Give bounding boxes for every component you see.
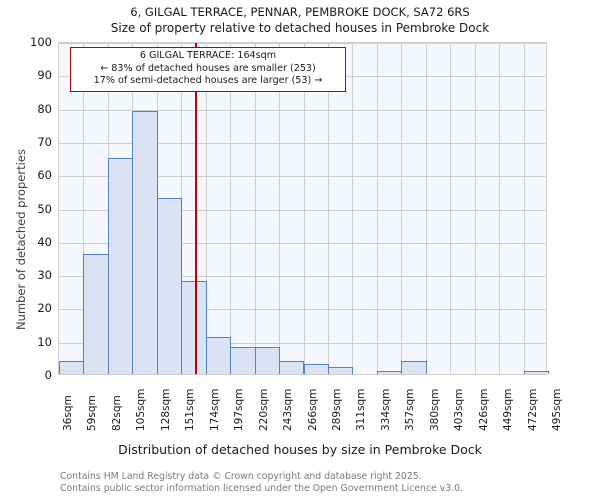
x-tick-label: 82sqm	[110, 395, 123, 431]
gridline-vertical	[523, 43, 525, 374]
y-tick-label: 0	[44, 368, 52, 382]
histogram-bar	[327, 367, 354, 374]
histogram-bar	[401, 360, 427, 374]
annotation-line-property: 6 GILGAL TERRACE: 164sqm	[139, 50, 277, 61]
x-tick-label: 128sqm	[159, 388, 172, 431]
annotation-line-larger: 17% of semi-detached houses are larger (…	[93, 75, 323, 86]
x-tick-label: 36sqm	[62, 395, 74, 431]
y-tick-label: 100	[30, 35, 52, 49]
y-tick-label: 80	[37, 101, 52, 116]
x-tick-label: 243sqm	[282, 388, 295, 431]
histogram-bar	[83, 254, 109, 374]
y-tick-label: 10	[37, 334, 52, 349]
y-axis-ticks: 0 10 20 30 40 50 60 70 80 90 100	[0, 0, 52, 500]
gridline-horizontal	[59, 209, 546, 211]
property-annotation-callout: 6 GILGAL TERRACE: 164sqm ← 83% of detach…	[70, 47, 346, 92]
x-tick-label: 426sqm	[477, 388, 490, 431]
x-tick-label: 266sqm	[306, 388, 319, 431]
histogram-bar	[303, 364, 329, 374]
gridline-vertical	[474, 43, 476, 374]
histogram-bar	[59, 360, 85, 374]
footer-line-1: Contains HM Land Registry data © Crown c…	[60, 471, 422, 482]
footer-line-2: Contains public sector information licen…	[60, 482, 463, 494]
gridline-vertical	[279, 43, 281, 374]
gridline-vertical	[83, 43, 85, 374]
x-tick-label: 151sqm	[184, 388, 197, 431]
y-tick-label: 90	[37, 68, 52, 83]
histogram-bar	[205, 337, 232, 374]
gridline-vertical	[352, 43, 354, 374]
histogram-bar	[376, 370, 403, 374]
gridline-vertical	[254, 43, 256, 374]
histogram-bar	[279, 360, 305, 374]
x-tick-label: 380sqm	[428, 388, 441, 431]
x-tick-label: 334sqm	[379, 388, 392, 431]
chart-title-block: 6, GILGAL TERRACE, PENNAR, PEMBROKE DOCK…	[0, 4, 600, 37]
y-tick-label: 40	[37, 234, 52, 249]
y-tick-label: 70	[37, 134, 52, 149]
x-axis-title: Distribution of detached houses by size …	[118, 442, 482, 457]
gridline-vertical	[327, 43, 329, 374]
gridline-vertical	[401, 43, 403, 374]
gridline-vertical	[376, 43, 378, 374]
x-tick-label: 472sqm	[526, 388, 539, 431]
x-tick-label: 174sqm	[208, 388, 221, 431]
gridline-vertical	[303, 43, 305, 374]
annotation-line-smaller: ← 83% of detached houses are smaller (25…	[100, 62, 316, 74]
gridline-vertical	[205, 43, 207, 374]
histogram-bar	[132, 110, 158, 374]
x-tick-label: 220sqm	[257, 388, 270, 431]
x-tick-label: 403sqm	[453, 388, 466, 431]
y-tick-label: 30	[37, 268, 52, 283]
chart-subtitle: Size of property relative to detached ho…	[110, 21, 490, 35]
gridline-horizontal	[59, 242, 546, 244]
gridline-horizontal	[59, 276, 546, 278]
x-tick-label: 311sqm	[355, 388, 368, 431]
histogram-bar	[523, 370, 549, 374]
page-title: 6, GILGAL TERRACE, PENNAR, PEMBROKE DOCK…	[130, 5, 470, 19]
y-tick-label: 20	[37, 301, 52, 316]
gridline-horizontal	[59, 176, 546, 178]
x-tick-label: 495sqm	[551, 388, 563, 431]
x-tick-label: 289sqm	[330, 388, 343, 431]
y-tick-label: 50	[37, 201, 52, 216]
x-tick-label: 59sqm	[86, 395, 99, 431]
gridline-vertical	[230, 43, 232, 374]
gridline-horizontal	[59, 309, 546, 311]
histogram-bar	[156, 197, 183, 374]
histogram-bar	[107, 157, 134, 374]
x-tick-label: 197sqm	[233, 388, 246, 431]
x-tick-label: 357sqm	[404, 388, 417, 431]
histogram-bar	[230, 347, 256, 374]
gridline-horizontal	[59, 142, 546, 144]
histogram-bar	[254, 347, 281, 374]
x-tick-label: 105sqm	[135, 388, 148, 431]
gridline-vertical	[499, 43, 501, 374]
attribution-footer: Contains HM Land Registry data © Crown c…	[60, 471, 463, 494]
histogram-bar	[181, 280, 207, 374]
plot-area	[58, 42, 549, 375]
gridline-vertical	[450, 43, 452, 374]
x-tick-label: 449sqm	[502, 388, 515, 431]
y-tick-label: 60	[37, 168, 52, 183]
gridline-horizontal	[59, 342, 546, 344]
gridline-horizontal	[59, 43, 546, 44]
property-size-marker-line	[195, 43, 198, 374]
gridline-vertical	[425, 43, 427, 374]
gridline-horizontal	[59, 109, 546, 111]
